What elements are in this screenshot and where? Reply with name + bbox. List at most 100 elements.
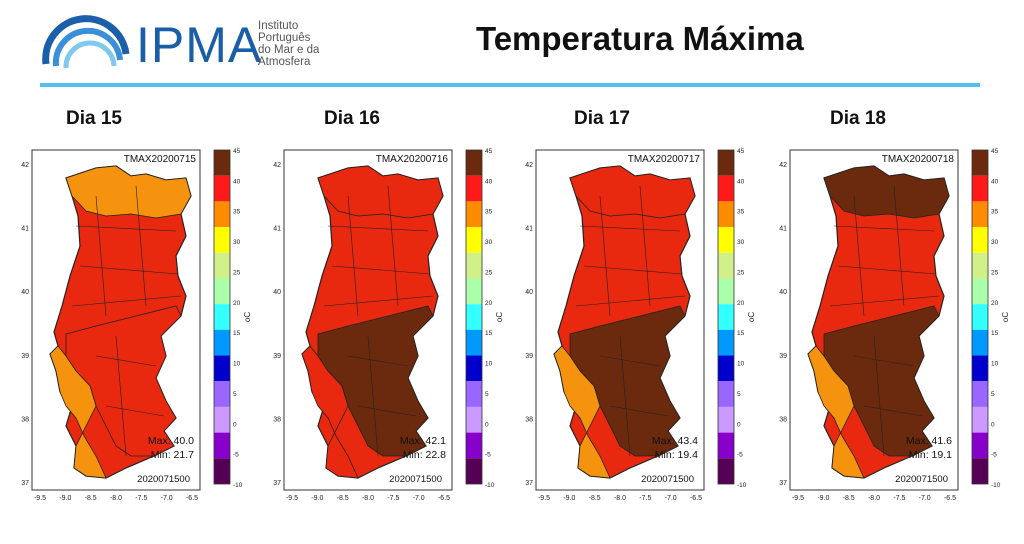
y-tick-label: 41 — [525, 226, 533, 233]
colorbar-tick-label: 40 — [233, 178, 241, 185]
colorbar-tick-label: 15 — [737, 330, 745, 337]
x-tick-label: -9.0 — [59, 495, 71, 502]
colorbar-segment — [972, 406, 988, 433]
temperature-map[interactable]: TMAX20200717 Max: 43.4 Min: 19.4 2020071500… — [514, 146, 759, 526]
x-tick-label: -9.0 — [311, 495, 323, 502]
map-panel-dia-16: Dia 16 TMAX20200716 Max: 42.1 Min: 22.8 202… — [262, 108, 507, 528]
x-tick-label: -9.5 — [538, 495, 550, 502]
colorbar-segment — [214, 278, 230, 305]
colorbar-tick-label: -10 — [991, 482, 1001, 489]
district-border — [609, 405, 669, 417]
colorbar-segment — [466, 201, 482, 228]
colorbar-segment — [718, 304, 734, 330]
colorbar-segment — [718, 201, 734, 228]
colorbar-tick-label: 30 — [233, 239, 241, 246]
x-tick-label: -6.5 — [690, 495, 702, 502]
logo-subtitle-line: do Mar e da — [258, 44, 320, 56]
map-regions — [807, 165, 950, 479]
x-tick-label: -8.0 — [110, 495, 122, 502]
x-tick-label: -8.0 — [614, 495, 626, 502]
ipma-logo[interactable]: IPMA Instituto Português do Mar e da Atm… — [40, 14, 340, 74]
colorbar-tick-label: 5 — [233, 391, 237, 398]
day-label: Dia 17 — [574, 108, 630, 129]
district-border — [893, 185, 905, 307]
district-border — [599, 355, 661, 367]
x-tick-label: -8.0 — [868, 495, 880, 502]
colorbar-segment — [972, 432, 988, 459]
x-tick-label: -6.5 — [438, 495, 450, 502]
x-tick-label: -7.5 — [387, 495, 399, 502]
map-svg: TMAX20200718 Max: 41.6 Min: 19.1 2020071500… — [779, 148, 1010, 502]
district-border — [833, 225, 935, 232]
colorbar-tick-label: 30 — [737, 239, 745, 246]
district-border — [347, 355, 409, 367]
district-border — [115, 335, 127, 457]
colorbar-tick-label: 0 — [737, 421, 741, 428]
y-tick-label: 39 — [21, 353, 29, 360]
north-region — [317, 165, 444, 219]
district-border — [873, 335, 885, 457]
colorbar-segment — [466, 355, 482, 382]
y-tick-label: 37 — [21, 480, 29, 487]
colorbar-segment — [466, 406, 482, 433]
temperature-map[interactable]: TMAX20200716 Max: 42.1 Min: 22.8 2020071500… — [262, 146, 507, 526]
colorbar-unit-label: oC — [495, 312, 504, 322]
map-regions — [301, 165, 444, 479]
colorbar-tick-label: 5 — [991, 391, 995, 398]
x-tick-label: -7.0 — [161, 495, 173, 502]
day-label: Dia 16 — [324, 108, 380, 129]
colorbar-segment — [972, 304, 988, 330]
colorbar-segment — [214, 201, 230, 228]
district-border — [853, 355, 915, 367]
x-tick-label: -8.5 — [337, 495, 349, 502]
colorbar-segment — [466, 329, 482, 356]
district-border — [583, 265, 683, 275]
colorbar-tick-label: 25 — [233, 269, 241, 276]
colorbar-segment — [718, 406, 734, 433]
temperature-map[interactable]: TMAX20200718 Max: 41.6 Min: 19.1 2020071500… — [768, 146, 1013, 526]
x-tick-label: -8.0 — [362, 495, 374, 502]
colorbar-segment — [466, 252, 482, 279]
logo-subtitle-line: Atmosfera — [258, 56, 311, 68]
y-tick-label: 42 — [525, 162, 533, 169]
map-svg: TMAX20200715 Max: 40.0 Min: 21.7 2020071500… — [21, 148, 252, 502]
colorbar-frame — [717, 149, 735, 485]
x-tick-label: -6.5 — [944, 495, 956, 502]
colorbar-segment — [972, 381, 988, 407]
colorbar-segment — [718, 329, 734, 356]
colorbar-tick-label: 35 — [991, 209, 999, 216]
map-title: TMAX20200716 — [376, 154, 449, 165]
run-date: 2020071500 — [137, 474, 190, 485]
map-regions — [49, 165, 192, 479]
colorbar-tick-label: 35 — [233, 209, 241, 216]
x-tick-label: -8.5 — [85, 495, 97, 502]
y-tick-label: 41 — [273, 226, 281, 233]
y-tick-label: 40 — [21, 289, 29, 296]
y-tick-label: 38 — [779, 416, 787, 423]
coast-region — [807, 345, 865, 479]
colorbar-segment — [466, 304, 482, 330]
temperature-map[interactable]: TMAX20200715 Max: 40.0 Min: 21.7 2020071500… — [10, 146, 255, 526]
y-tick-label: 38 — [273, 416, 281, 423]
day-label: Dia 15 — [66, 108, 122, 129]
colorbar-tick-label: -5 — [233, 452, 239, 459]
x-tick-label: -8.5 — [589, 495, 601, 502]
north-region — [823, 165, 950, 219]
map-title: TMAX20200717 — [628, 154, 701, 165]
colorbar-segment — [972, 278, 988, 305]
logo-subtitle-line: Instituto — [258, 20, 299, 32]
y-tick-label: 39 — [273, 353, 281, 360]
district-border — [837, 265, 937, 275]
colorbar-tick-label: 45 — [991, 148, 999, 155]
district-border — [575, 295, 686, 307]
district-border — [579, 225, 681, 232]
colorbar-segment — [718, 381, 734, 407]
north-region — [569, 165, 696, 219]
district-border — [95, 195, 107, 317]
colorbar-segment — [718, 458, 734, 484]
colorbar-segment — [214, 150, 230, 176]
colorbar-segment — [214, 381, 230, 407]
district-border — [599, 195, 611, 317]
colorbar-unit-label: oC — [747, 312, 756, 322]
colorbar-tick-label: 35 — [737, 209, 745, 216]
